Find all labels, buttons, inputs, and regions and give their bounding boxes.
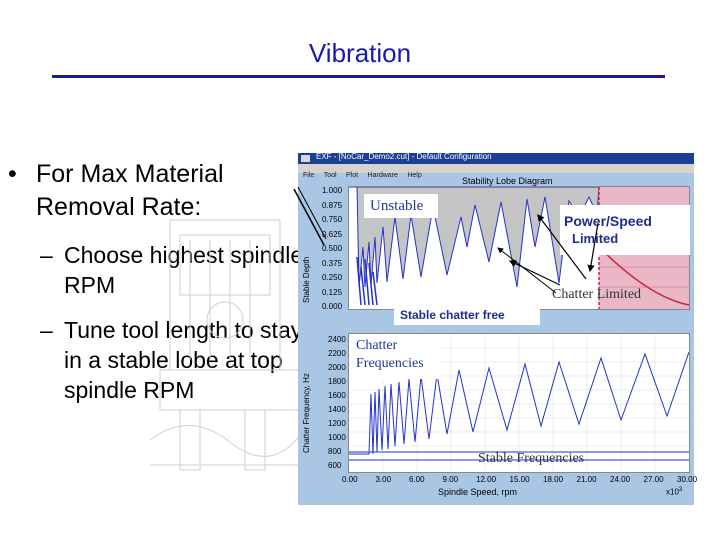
upper-y-tick: 0.000 bbox=[322, 302, 343, 311]
lower-x-tick: 24.00 bbox=[610, 475, 631, 484]
sub-bullet-text: Choose highest spindle RPM bbox=[64, 242, 304, 298]
lower-y-tick: 1600 bbox=[328, 391, 346, 400]
arrow-to-upper-lobe bbox=[537, 214, 587, 280]
lower-x-tick: 3.00 bbox=[375, 475, 392, 484]
upper-y-tick: 0.125 bbox=[322, 287, 343, 297]
lower-x-tick: 0.00 bbox=[342, 475, 358, 484]
lower-x-tick: 27.00 bbox=[643, 475, 664, 484]
sub-bullet-marker: – bbox=[40, 317, 53, 343]
callout-stable-frequencies: Stable Frequencies bbox=[478, 451, 585, 466]
menu-plot[interactable]: Plot bbox=[346, 172, 359, 179]
window-title: EXF - [NoCar_Demo2.cut] - Default Config… bbox=[316, 152, 492, 161]
upper-y-tick: 0.500 bbox=[322, 244, 343, 253]
callout-power-speed-line1: Power/Speed bbox=[564, 213, 652, 229]
lower-y-tick: 2000 bbox=[328, 363, 346, 372]
sub-bullet-text: Tune tool length to stay in a stable lob… bbox=[64, 317, 303, 403]
lower-x-tick: 18.00 bbox=[543, 475, 564, 484]
menu-file[interactable]: File bbox=[303, 172, 315, 179]
menu-tool[interactable]: Tool bbox=[323, 172, 337, 179]
app-icon bbox=[301, 155, 310, 162]
upper-y-tick: 1.000 bbox=[322, 186, 343, 195]
bullet-marker: • bbox=[8, 160, 17, 188]
lower-chart-xscale: x103 bbox=[666, 487, 682, 497]
upper-y-tick: 0.875 bbox=[322, 200, 343, 210]
lower-x-tick: 15.00 bbox=[509, 475, 530, 484]
callout-chatter-line2: Frequencies bbox=[356, 356, 424, 371]
lower-x-tick: 6.00 bbox=[409, 475, 425, 484]
title-underline bbox=[52, 75, 665, 78]
callout-chatter-frequencies: Chatter Frequencies bbox=[350, 335, 442, 379]
lower-y-tick: 1800 bbox=[328, 377, 346, 386]
lower-y-tick: 1400 bbox=[328, 405, 346, 414]
arrow-to-lower-lobe bbox=[508, 260, 561, 286]
callout-arrows bbox=[497, 214, 599, 294]
lower-y-tick: 600 bbox=[328, 461, 342, 470]
bullet-text: For Max Material Removal Rate: bbox=[36, 160, 224, 221]
lower-x-tick: 30.00 bbox=[677, 475, 698, 484]
upper-y-tick: 0.375 bbox=[322, 258, 343, 268]
pointer-line bbox=[293, 186, 327, 246]
lower-y-tick: 2200 bbox=[328, 349, 346, 358]
machine-sketch-image bbox=[150, 219, 300, 471]
menu-hardware[interactable]: Hardware bbox=[367, 172, 398, 179]
window-titlebar: EXF - [NoCar_Demo2.cut] - Default Config… bbox=[298, 152, 694, 164]
sub-bullet-marker: – bbox=[40, 242, 53, 268]
callout-stable-chatter-free: Stable chatter free bbox=[394, 305, 540, 325]
arrow-to-mid-lobe bbox=[497, 247, 557, 294]
menu-bar: File Tool Plot Hardware Help bbox=[298, 164, 694, 179]
lower-x-tick: 12.00 bbox=[476, 475, 497, 484]
upper-chart-title: Stability Lobe Diagram bbox=[462, 176, 553, 186]
callout-chatter-limited: Chatter Limited bbox=[552, 287, 642, 302]
lower-x-tick: 21.00 bbox=[576, 475, 597, 484]
xscale-exponent: 3 bbox=[678, 487, 683, 493]
upper-y-tick: 0.250 bbox=[322, 273, 343, 282]
lower-y-tick: 800 bbox=[328, 447, 342, 456]
slide-title: Vibration bbox=[308, 38, 412, 68]
arrow-to-limited-region bbox=[587, 222, 599, 273]
lower-y-tick: 1000 bbox=[328, 433, 346, 442]
upper-y-tick: 0.625 bbox=[322, 229, 343, 239]
lower-x-tick: 9.00 bbox=[442, 475, 459, 484]
callout-unstable: Unstable bbox=[364, 194, 438, 218]
xscale-base: x10 bbox=[666, 487, 679, 497]
software-screenshot: EXF - [NoCar_Demo2.cut] - Default Config… bbox=[298, 152, 698, 505]
lower-y-tick: 1200 bbox=[328, 419, 346, 428]
upper-y-tick: 0.750 bbox=[322, 215, 343, 224]
lower-chart-xlabel: Spindle Speed, rpm bbox=[438, 487, 518, 497]
menu-help[interactable]: Help bbox=[407, 172, 422, 179]
callout-chatter-line1: Chatter bbox=[356, 338, 398, 353]
lower-y-tick: 2400 bbox=[328, 335, 346, 344]
